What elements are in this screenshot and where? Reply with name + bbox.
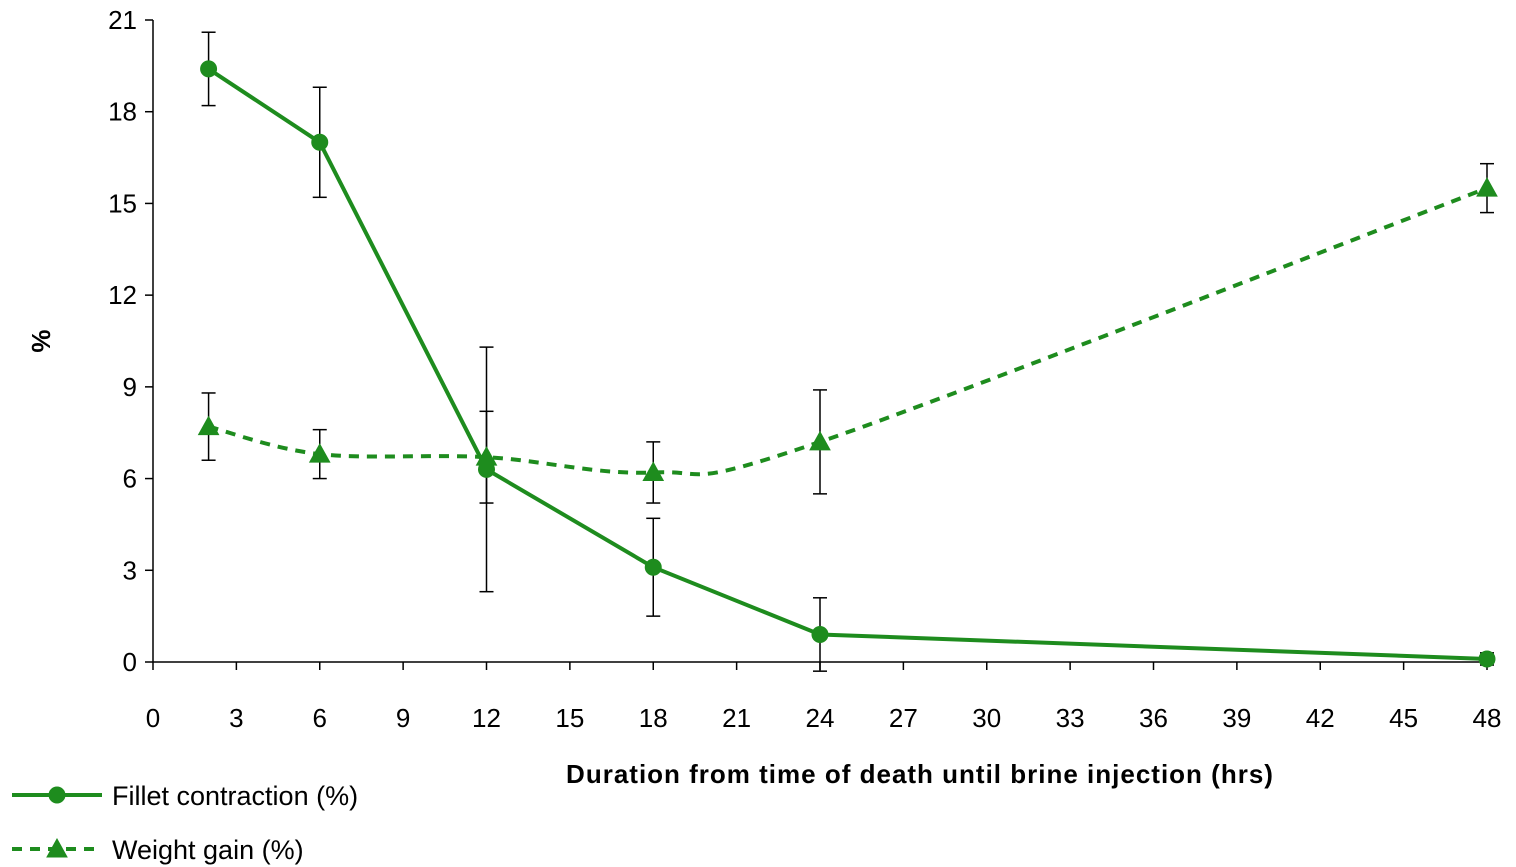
fillet-contraction-legend-marker — [48, 786, 66, 804]
y-tick-label: 9 — [123, 372, 137, 402]
weight-gain-point — [475, 446, 498, 466]
fillet-contraction-point — [644, 558, 662, 576]
x-tick-label: 39 — [1222, 703, 1251, 733]
error-bars — [201, 31, 1494, 672]
y-axis-title: % — [26, 329, 56, 352]
x-tick-label: 48 — [1473, 703, 1502, 733]
weight-gain-legend-label: Weight gain (%) — [112, 835, 304, 865]
x-tick-label: 21 — [722, 703, 751, 733]
x-tick-label: 24 — [806, 703, 835, 733]
x-tick-label: 18 — [639, 703, 668, 733]
fillet-contraction-point — [311, 133, 329, 151]
weight-gain-point — [308, 443, 331, 463]
x-tick-label: 36 — [1139, 703, 1168, 733]
x-tick-label: 15 — [555, 703, 584, 733]
legend: Fillet contraction (%) Weight gain (%) — [12, 781, 358, 865]
fillet-contraction-point — [1478, 650, 1496, 668]
x-axis-title: Duration from time of death until brine … — [566, 759, 1274, 789]
series-lines — [207, 67, 1488, 661]
fillet-contraction-point — [200, 60, 218, 78]
y-tick-label: 3 — [123, 555, 137, 585]
weight-gain-point — [809, 430, 831, 451]
weight-gain-point — [1476, 177, 1498, 197]
x-tick-label: 12 — [472, 703, 501, 733]
x-tick-label: 33 — [1056, 703, 1085, 733]
x-tick-label: 45 — [1389, 703, 1418, 733]
x-tick-label: 6 — [313, 703, 327, 733]
x-tick-label: 0 — [146, 703, 160, 733]
y-tick-label: 12 — [108, 280, 137, 310]
weight-gain-line — [208, 186, 1488, 477]
y-tick-label: 0 — [123, 647, 137, 677]
fillet-contraction-legend-label: Fillet contraction (%) — [112, 781, 358, 811]
y-tick-label: 21 — [108, 5, 137, 35]
x-tick-label: 3 — [229, 703, 243, 733]
y-tick-label: 6 — [123, 464, 137, 494]
x-tick-label: 27 — [889, 703, 918, 733]
x-tick-label: 30 — [972, 703, 1001, 733]
x-tick-label: 9 — [396, 703, 410, 733]
y-tick-label: 18 — [108, 97, 137, 127]
data-markers — [197, 60, 1498, 668]
fillet-contraction-line — [207, 67, 1488, 661]
weight-gain-legend-marker — [46, 837, 68, 858]
x-tick-label: 42 — [1306, 703, 1335, 733]
y-tick-label: 15 — [108, 188, 137, 218]
fillet-contraction-point — [811, 625, 829, 643]
weight-gain-point — [642, 461, 665, 481]
weight-gain-point — [197, 415, 220, 436]
